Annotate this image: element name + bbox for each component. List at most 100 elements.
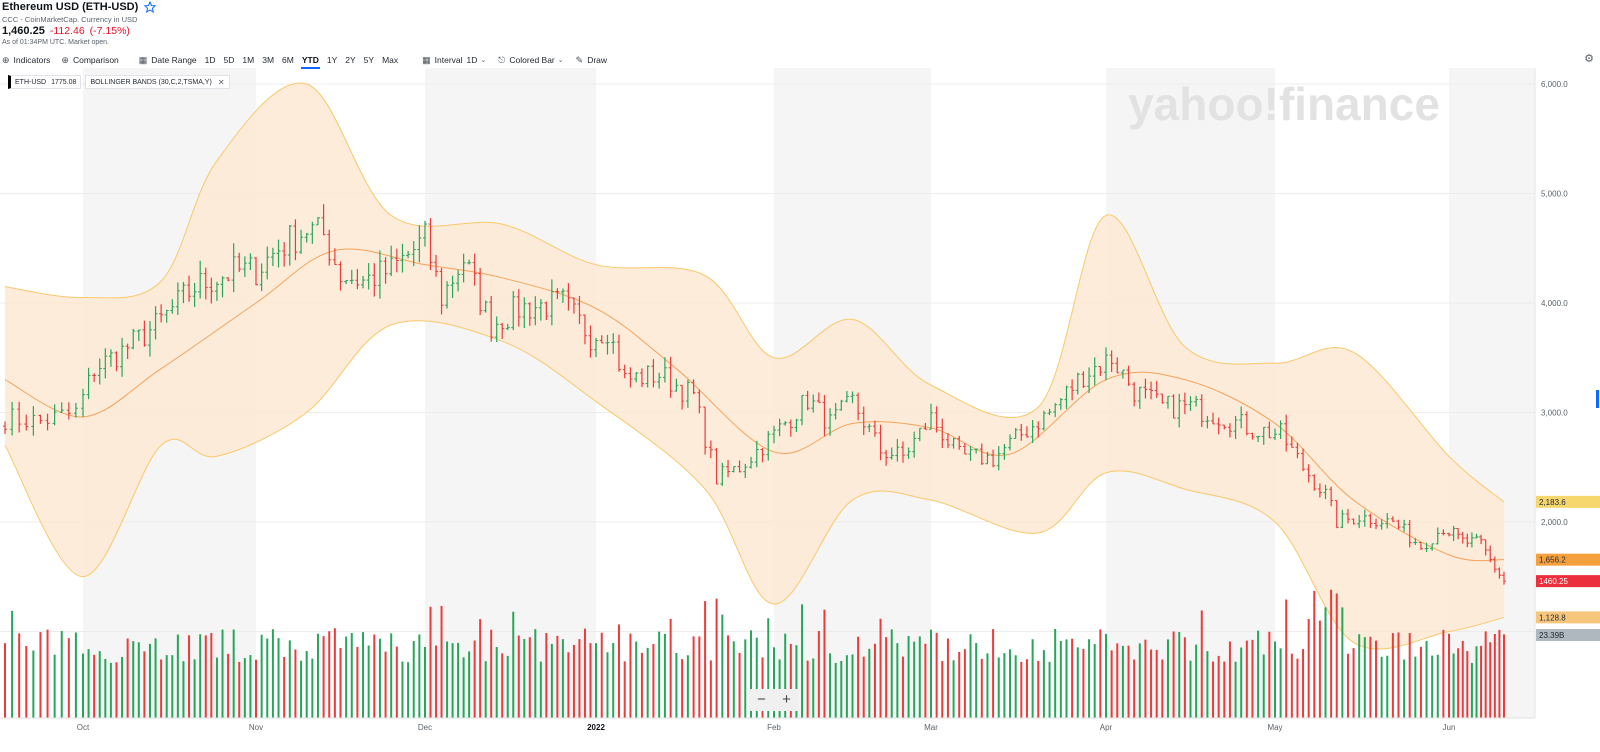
- ohlc-bar: [1435, 527, 1440, 545]
- ohlc-bar: [906, 447, 911, 459]
- ohlc-bar: [1474, 533, 1479, 539]
- ohlc-bar: [170, 299, 175, 314]
- quote-header: Ethereum USD (ETH-USD) CCC - CoinMarketC…: [2, 0, 602, 46]
- ohlc-bar: [287, 225, 292, 266]
- range-1m[interactable]: 1M: [242, 55, 255, 65]
- ohlc-bar: [599, 335, 604, 344]
- range-3m[interactable]: 3M: [262, 55, 275, 65]
- range-ytd[interactable]: YTD: [298, 55, 323, 69]
- range-1y[interactable]: 1Y: [326, 55, 338, 65]
- ohlc-bar: [220, 276, 225, 298]
- ohlc-bar: [668, 356, 673, 398]
- ohlc-bar: [467, 259, 472, 265]
- x-tick-label: May: [1267, 723, 1282, 732]
- price-tag-label: 1460.25: [1539, 577, 1568, 586]
- ohlc-bar: [1104, 347, 1108, 381]
- ohlc-bar: [1053, 403, 1058, 418]
- indicators-button[interactable]: ⊕ Indicators: [2, 55, 50, 66]
- ohlc-bar: [400, 243, 405, 273]
- ohlc-bar: [483, 300, 488, 313]
- date-range-button[interactable]: ▦ Date Range: [139, 55, 197, 66]
- ohlc-bar: [1479, 534, 1484, 545]
- ohlc-bar: [1199, 394, 1204, 428]
- lower-band-tag: 1,128.8: [1536, 611, 1600, 624]
- range-max[interactable]: Max: [382, 55, 399, 65]
- ohlc-bar: [622, 364, 627, 379]
- interval-label: Interval: [434, 55, 463, 65]
- x-tick-label: 2022: [587, 723, 605, 732]
- y-tick-label: 5,000.0: [1541, 190, 1568, 199]
- current-price: 1,460.25: [2, 25, 45, 37]
- star-icon[interactable]: [144, 0, 157, 13]
- ohlc-bar: [489, 295, 494, 342]
- zoom-out-button[interactable]: −: [757, 691, 766, 708]
- price-tags: 2,183.6 1,656.2 1460.25 1,128.8 23.39B: [1536, 495, 1600, 641]
- ohlc-bar: [1312, 474, 1317, 491]
- ohlc-bar: [1149, 381, 1154, 400]
- interval-button[interactable]: ▦ Interval 1D ⌄: [422, 55, 486, 66]
- zoom-in-button[interactable]: +: [782, 691, 791, 708]
- draw-button[interactable]: ✎ Draw: [576, 55, 607, 66]
- ohlc-bar: [555, 288, 560, 300]
- ohlc-bar: [703, 406, 708, 455]
- ohlc-bar: [1284, 414, 1289, 452]
- ohlc-bar: [259, 263, 264, 292]
- ohlc-bar: [912, 431, 917, 458]
- ohlc-bar: [203, 267, 208, 300]
- ohlc-bar: [872, 420, 877, 437]
- range-2y[interactable]: 2Y: [345, 55, 356, 65]
- ohlc-bar: [209, 277, 214, 304]
- quote-source: CCC - CoinMarketCap. Currency in USD: [2, 15, 138, 24]
- ohlc-bar: [377, 250, 382, 299]
- ohlc-bar: [1216, 417, 1221, 435]
- ohlc-bar: [571, 297, 576, 314]
- comparison-button[interactable]: ⊕ Comparison: [61, 55, 118, 66]
- ohlc-bar: [1087, 367, 1092, 394]
- ohlc-bar: [17, 401, 22, 433]
- gear-icon[interactable]: ⚙: [1584, 53, 1594, 65]
- ohlc-bar: [1447, 532, 1451, 537]
- ohlc-bar: [231, 243, 236, 293]
- range-6m[interactable]: 6M: [282, 55, 294, 65]
- ohlc-bar: [321, 204, 326, 236]
- ohlc-bar: [662, 357, 667, 383]
- market-status: As of 01:34PM UTC. Market open.: [2, 39, 109, 46]
- ohlc-bar: [811, 394, 816, 413]
- legend-symbol[interactable]: ETH-USD 1775.08: [8, 75, 82, 89]
- ohlc-bar: [344, 280, 349, 284]
- legend-symbol-label: ETH-USD: [15, 78, 47, 86]
- ohlc-bar: [794, 418, 799, 432]
- ohlc-bar: [1036, 421, 1041, 438]
- ohlc-bar: [1465, 533, 1470, 548]
- ohlc-bar: [276, 239, 281, 268]
- ohlc-bar: [878, 424, 883, 461]
- chart-type-button[interactable]: ⎋ Colored Bar ⌄: [498, 55, 563, 66]
- ohlc-bar: [304, 232, 309, 243]
- ohlc-bar: [1070, 379, 1075, 401]
- ohlc-bar: [884, 449, 889, 466]
- ohlc-bar: [349, 269, 354, 285]
- y-tick-label: 2,000.0: [1541, 518, 1568, 527]
- interval-value: 1D: [466, 55, 478, 65]
- ohlc-bar: [850, 391, 855, 404]
- ohlc-bar: [691, 379, 696, 395]
- range-1d[interactable]: 1D: [204, 55, 216, 65]
- price-chart[interactable]: yahoo!finance 6,000.0 5,000.0 4,000.0 3,000.…: [0, 68, 1600, 752]
- ohlc-bar: [423, 220, 427, 247]
- ohlc-bar: [1267, 421, 1272, 439]
- ohlc-bar: [697, 389, 702, 414]
- ohlc-bar: [1385, 512, 1390, 529]
- close-icon[interactable]: ✕: [217, 77, 225, 87]
- ohlc-bar: [293, 219, 298, 261]
- range-5y[interactable]: 5Y: [363, 55, 375, 65]
- ohlc-bar: [153, 306, 158, 340]
- ohlc-bar: [594, 337, 598, 358]
- ohlc-bar: [1441, 529, 1446, 536]
- ohlc-bar: [237, 252, 242, 272]
- ohlc-bar: [1278, 420, 1283, 440]
- legend-indicator[interactable]: BOLLINGER BANDS (30,C,2,TSMA,Y) ✕: [85, 75, 230, 89]
- ohlc-bar: [544, 301, 549, 321]
- ohlc-bar: [651, 359, 656, 388]
- ohlc-bar: [549, 279, 554, 326]
- range-5d[interactable]: 5D: [223, 55, 235, 65]
